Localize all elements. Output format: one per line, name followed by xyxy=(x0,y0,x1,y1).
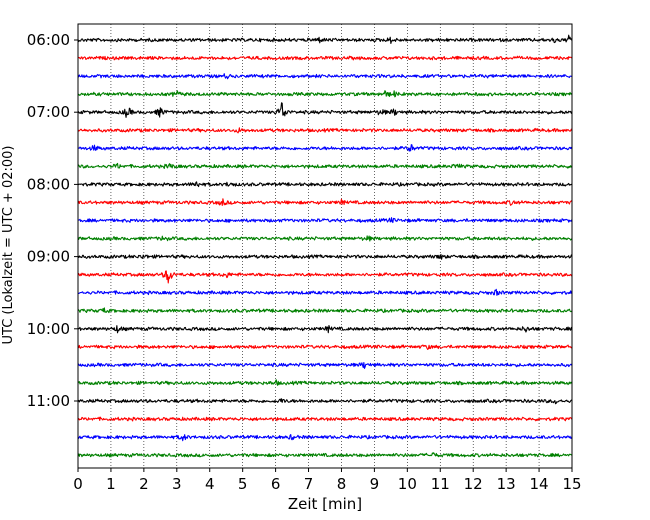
y-axis-ticks: 06:00 07:00 08:00 09:00 10:00 11:00 xyxy=(27,31,78,410)
y-tick-label: 11:00 xyxy=(27,392,70,410)
trace-1000 xyxy=(77,325,573,334)
x-tick-label: 1 xyxy=(106,475,116,493)
trace-0630 xyxy=(77,73,573,80)
trace-1030 xyxy=(77,362,573,369)
x-tick-label: 0 xyxy=(73,475,83,493)
plot-frame xyxy=(77,23,573,469)
x-tick-label: 5 xyxy=(238,475,248,493)
y-tick-label: 09:00 xyxy=(27,248,70,266)
x-tick-label: 10 xyxy=(398,475,417,493)
trace-0815 xyxy=(77,198,573,206)
trace-0730 xyxy=(77,144,573,152)
trace-0900 xyxy=(77,253,573,260)
trace-0845 xyxy=(77,235,573,242)
trace-0830 xyxy=(77,217,573,224)
trace-1115 xyxy=(77,416,573,422)
trace-0615 xyxy=(77,55,573,61)
x-axis-ticks: 0 1 2 3 4 5 6 7 8 9 10 11 12 13 14 15 xyxy=(73,468,582,493)
x-tick-label: 2 xyxy=(139,475,149,493)
x-tick-label: 8 xyxy=(337,475,347,493)
y-tick-label: 06:00 xyxy=(27,31,70,49)
trace-1130 xyxy=(77,434,573,442)
trace-1045 xyxy=(77,379,573,386)
trace-0700 xyxy=(77,102,573,118)
x-axis-label: Zeit [min] xyxy=(288,495,362,513)
trace-0645 xyxy=(77,90,573,98)
plot-area xyxy=(78,24,572,468)
y-tick-label: 10:00 xyxy=(27,320,70,338)
x-tick-label: 9 xyxy=(370,475,380,493)
trace-0915 xyxy=(77,270,573,284)
trace-1015 xyxy=(77,344,573,350)
grid-lines xyxy=(110,24,540,468)
x-tick-label: 3 xyxy=(172,475,182,493)
trace-0715 xyxy=(77,127,573,134)
trace-0930 xyxy=(77,288,573,296)
x-tick-label: 12 xyxy=(464,475,483,493)
seismogram-traces xyxy=(77,34,573,458)
trace-0600 xyxy=(77,34,573,45)
x-tick-label: 6 xyxy=(271,475,281,493)
x-tick-label: 14 xyxy=(530,475,549,493)
trace-0945 xyxy=(77,307,573,314)
y-tick-label: 08:00 xyxy=(27,175,70,193)
trace-1145 xyxy=(77,452,573,458)
trace-0745 xyxy=(77,162,573,169)
y-axis-label: UTC (Lokalzeit = UTC + 02:00) xyxy=(1,146,16,345)
trace-0800 xyxy=(77,181,573,188)
x-tick-label: 13 xyxy=(497,475,516,493)
x-tick-label: 11 xyxy=(431,475,450,493)
x-tick-label: 7 xyxy=(304,475,314,493)
y-tick-label: 07:00 xyxy=(27,103,70,121)
x-tick-label: 4 xyxy=(205,475,215,493)
trace-1100 xyxy=(77,398,573,405)
x-tick-label: 15 xyxy=(562,475,581,493)
